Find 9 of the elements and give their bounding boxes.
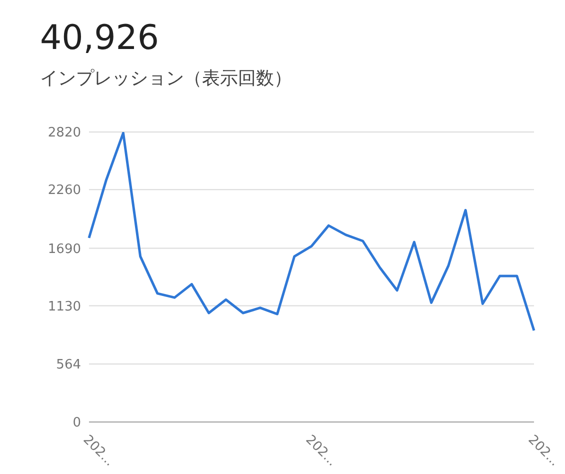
y-tick-label: 564 <box>56 358 81 373</box>
y-tick-label: 2260 <box>48 183 81 198</box>
y-tick-label: 0 <box>72 416 81 431</box>
y-tick-label: 1130 <box>48 299 81 314</box>
line-series <box>88 132 536 332</box>
chart-title: 40,926 <box>40 18 159 58</box>
y-tick-label: 2820 <box>48 126 81 141</box>
chart-subtitle: インプレッション（表示回数） <box>40 67 292 90</box>
y-tick-label: 1690 <box>48 242 81 257</box>
